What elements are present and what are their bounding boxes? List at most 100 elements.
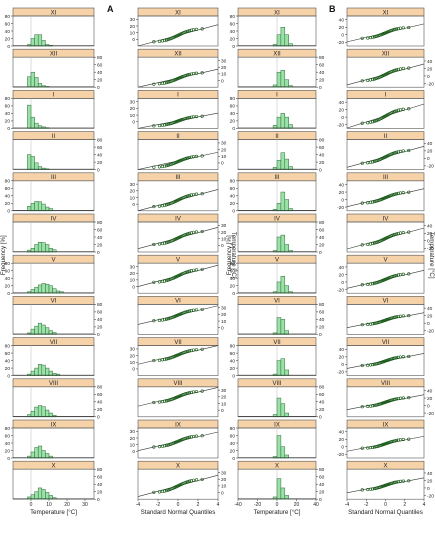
panel-frame <box>137 221 219 253</box>
panel-strip-label: VIII <box>49 381 58 387</box>
qq-point <box>157 318 162 322</box>
y-tick-label: 0 <box>427 74 430 80</box>
qq-point <box>194 192 199 196</box>
qq-point <box>391 28 396 32</box>
y-tick-label: 0 <box>341 362 344 368</box>
histogram-bar <box>30 38 35 47</box>
qq-point <box>371 241 375 246</box>
qq-point <box>396 273 400 277</box>
panel-strip-label: XII <box>174 52 182 58</box>
qq-point <box>163 164 167 168</box>
qq-point <box>164 241 169 245</box>
qq-point <box>191 434 196 439</box>
y-tick-label: 30 <box>221 141 227 147</box>
qq-point <box>366 161 370 165</box>
y-tick-label: 20 <box>230 119 236 125</box>
panel-strip-label: VII <box>382 340 390 346</box>
y-tick-label: 60 <box>230 433 236 439</box>
panel-strip-label: II <box>52 134 56 140</box>
qq-point <box>360 79 364 83</box>
panel-frame <box>12 15 95 47</box>
y-tick-label: 20 <box>339 272 345 278</box>
y-tick-label: 40 <box>5 111 11 117</box>
y-tick-label: 0 <box>232 373 235 379</box>
panel-strip-label: V <box>275 258 279 264</box>
y-tick-label: 0 <box>97 85 100 91</box>
qq-point <box>164 317 169 321</box>
qq-point <box>163 123 167 127</box>
y-tick-label: 0 <box>319 250 322 256</box>
y-tick-label: 40 <box>97 482 103 488</box>
histogram-bar <box>48 412 53 418</box>
y-tick-label: 20 <box>5 119 11 125</box>
y-tick-label: 0 <box>341 197 344 203</box>
histogram-bar <box>37 284 43 294</box>
histogram-bar <box>37 242 43 253</box>
y-tick-label: 80 <box>230 96 236 102</box>
histogram-bar <box>41 203 46 212</box>
y-tick-label: 60 <box>5 433 11 439</box>
y-tick-label: 80 <box>5 96 11 102</box>
y-tick-label: 0 <box>427 321 430 327</box>
histogram-bar <box>30 410 35 418</box>
qq-point <box>394 356 399 360</box>
qq-point <box>393 192 397 196</box>
y-tick-label: 60 <box>319 310 325 316</box>
qq-point <box>163 489 167 493</box>
qq-point <box>366 201 370 205</box>
qq-point <box>160 318 165 322</box>
histogram-bar <box>30 328 35 335</box>
histogram-bar <box>45 492 50 500</box>
y-tick-label: 0 <box>221 326 224 332</box>
y-tick-label: -20 <box>337 452 344 458</box>
histogram-bar <box>48 455 53 459</box>
qq-point <box>398 26 402 30</box>
qq-point <box>401 26 405 30</box>
qq-point <box>191 72 196 76</box>
y-tick-label: 20 <box>427 396 433 402</box>
qq-point <box>407 107 411 111</box>
y-tick-label: 80 <box>230 14 236 20</box>
qq-point <box>369 35 373 40</box>
y-tick-label: 0 <box>232 44 235 50</box>
panel-strip-label: XI <box>274 10 280 16</box>
qq-point <box>152 319 156 323</box>
qq-point <box>166 356 170 361</box>
y-tick-label: 80 <box>97 137 103 143</box>
panel-strip-label: IX <box>51 422 57 428</box>
qq-point <box>200 347 204 351</box>
histogram-bar <box>276 397 282 418</box>
y-tick-label: 10 <box>221 484 227 490</box>
qq-point <box>401 355 405 359</box>
histogram-bar <box>284 412 289 418</box>
y-tick-label: 40 <box>339 265 345 271</box>
qq-point <box>157 400 162 404</box>
qq-point <box>407 66 411 70</box>
y-tick-label: -20 <box>337 370 344 376</box>
y-tick-label: 60 <box>230 21 236 27</box>
qq-point <box>164 488 169 493</box>
histogram-bar <box>48 285 53 294</box>
y-tick-label: 20 <box>130 106 136 112</box>
y-tick-label: 20 <box>319 325 325 331</box>
y-axis-title: Frequency [%] <box>226 235 233 275</box>
panel-frame <box>346 98 425 129</box>
qq-point <box>164 399 169 403</box>
qq-point <box>186 391 190 395</box>
y-tick-label: 40 <box>230 358 236 364</box>
qq-point <box>189 155 193 159</box>
histogram-bar <box>45 327 50 335</box>
y-tick-label: 60 <box>319 227 325 233</box>
qq-point <box>163 357 167 362</box>
histogram-bar <box>34 244 39 253</box>
y-tick-label: 20 <box>221 147 227 153</box>
qq-point <box>369 160 373 164</box>
histogram-bar <box>45 409 50 418</box>
histogram-bar <box>27 76 32 88</box>
y-tick-label: -20 <box>427 328 434 334</box>
panel-frame <box>346 221 425 253</box>
y-tick-label: 20 <box>221 477 227 483</box>
qq-point <box>194 27 199 31</box>
qq-point <box>396 67 400 72</box>
